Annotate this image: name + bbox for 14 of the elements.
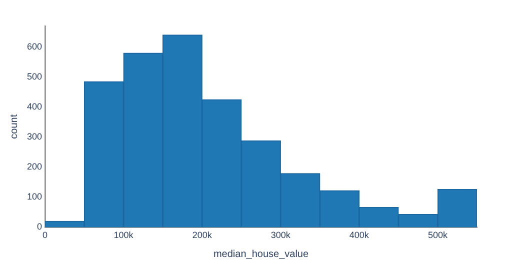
x-axis-title: median_house_value	[213, 248, 309, 260]
y-tick-label: 300	[26, 132, 42, 142]
x-tick-label: 500k	[428, 230, 448, 240]
y-tick-label: 500	[26, 72, 42, 82]
y-tick-label: 0	[37, 222, 42, 232]
y-tick-label: 400	[26, 102, 42, 112]
x-tick-label: 100k	[114, 230, 134, 240]
x-tick-label: 400k	[349, 230, 370, 240]
y-axis-title: count	[8, 114, 20, 139]
x-tick-label: 200k	[192, 230, 212, 240]
y-tick-label: 100	[26, 192, 42, 202]
x-tick-label: 300k	[270, 230, 291, 240]
y-tick-label: 200	[26, 162, 42, 172]
y-tick-label: 600	[26, 42, 42, 52]
